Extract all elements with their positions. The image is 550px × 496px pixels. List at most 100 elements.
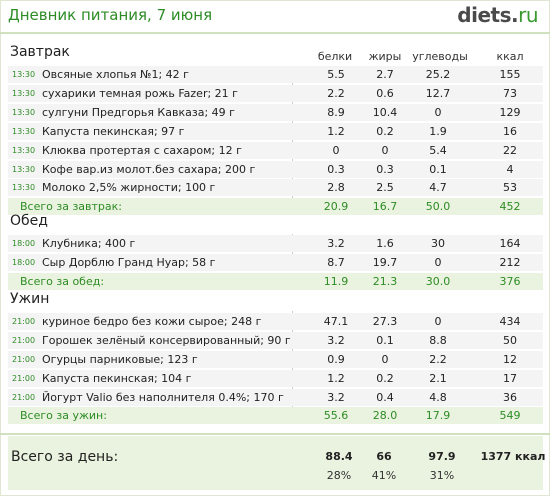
entry-time: 18:00 [12, 239, 36, 248]
food-row[interactable]: 13:30 сухарики темная рожь Fazer; 21 г 2.2… [8, 85, 543, 102]
food-row[interactable]: 13:30 Молоко 2,5% жирности; 100 г 2.8 2.5 4.… [8, 179, 543, 196]
food-row[interactable]: 21:00 Капуста пекинская; 104 г 1.2 0.2 2.1 17 [8, 370, 543, 387]
col-header-fat: жиры [368, 50, 402, 63]
food-row[interactable]: 13:30 Клюква протертая с сахаром; 12 г 0 0 5… [8, 142, 543, 159]
total-protein: 55.6 [323, 409, 349, 422]
value-fat: 1.6 [376, 237, 394, 250]
food-row[interactable]: 13:30 сулгуни Предгорья Кавказа; 49 г 8.9 1… [8, 104, 543, 121]
food-name[interactable]: сухарики темная рожь Fazer; 21 г [42, 87, 238, 100]
total-carbs: 17.9 [425, 409, 451, 422]
logo-dot: . [510, 3, 519, 27]
food-row[interactable]: 13:30 Овсяные хлопья №1; 42 г 5.5 2.7 25.2 15… [8, 66, 543, 83]
value-protein: 3.2 [327, 237, 345, 250]
col-header-protein: белки [317, 50, 353, 63]
food-row[interactable]: 21:00 куриное бедро без кожи сырое; 248 г… [8, 313, 543, 330]
food-row[interactable]: 13:30 Кофе вар.из молот.без сахара; 200 г… [8, 161, 543, 178]
value-carbs: 30 [431, 237, 445, 250]
food-row[interactable]: 13:30 Капуста пекинская; 97 г 1.2 0.2 1.9 16 [8, 123, 543, 140]
day-fat-percent: 41% [371, 469, 397, 482]
header-divider [0, 32, 550, 34]
entry-time: 13:30 [12, 165, 36, 174]
food-name[interactable]: Молоко 2,5% жирности; 100 г [42, 181, 216, 194]
site-logo[interactable]: diets.ru [457, 3, 538, 27]
entry-time: 13:30 [12, 183, 36, 192]
entry-time: 21:00 [12, 393, 36, 402]
day-carbs-percent: 31% [429, 469, 455, 482]
meal-heading: Завтрак [10, 44, 70, 60]
food-name[interactable]: Кофе вар.из молот.без сахара; 200 г [42, 163, 256, 176]
value-carbs: 5.4 [429, 144, 447, 157]
food-row[interactable]: 18:00 Сыр Дорблю Гранд Нуар; 58 г 8.7 19.7 0… [8, 254, 543, 271]
value-carbs: 0.1 [429, 163, 447, 176]
food-name[interactable]: Клюква протертая с сахаром; 12 г [42, 144, 242, 157]
value-kcal: 129 [499, 106, 521, 119]
food-name[interactable]: Огурцы парниковые; 123 г [42, 353, 198, 366]
value-protein: 3.2 [327, 334, 345, 347]
value-kcal: 17 [503, 372, 517, 385]
day-total: Всего за день: 88.4 66 97.9 1377 ккал 28… [8, 436, 545, 490]
value-protein: 1.2 [327, 125, 345, 138]
food-row[interactable]: 21:00 Огурцы парниковые; 123 г 0.9 0 2.2 12 [8, 351, 543, 368]
value-fat: 0 [381, 353, 389, 366]
value-carbs: 0 [434, 315, 442, 328]
value-kcal: 53 [503, 181, 517, 194]
value-carbs: 25.2 [425, 68, 451, 81]
meal-total-label: Всего за завтрак: [20, 200, 123, 213]
total-carbs: 50.0 [425, 200, 451, 213]
food-name[interactable]: куриное бедро без кожи сырое; 248 г [42, 315, 262, 328]
value-fat: 0.1 [376, 334, 394, 347]
day-total-label: Всего за день: [11, 449, 119, 465]
value-kcal: 155 [499, 68, 521, 81]
page-title: Дневник питания, 7 июня [8, 6, 213, 24]
food-name[interactable]: сулгуни Предгорья Кавказа; 49 г [42, 106, 235, 119]
total-kcal: 452 [499, 200, 521, 213]
value-kcal: 4 [506, 163, 514, 176]
value-carbs: 8.8 [429, 334, 447, 347]
value-carbs: 12.7 [425, 87, 451, 100]
food-name[interactable]: Капуста пекинская; 104 г [42, 372, 192, 385]
food-name[interactable]: Овсяные хлопья №1; 42 г [42, 68, 189, 81]
total-kcal: 376 [499, 275, 521, 288]
food-name[interactable]: Горошек зелёный консервированный; 90 г [42, 334, 291, 347]
entry-time: 13:30 [12, 127, 36, 136]
entry-time: 21:00 [12, 374, 36, 383]
total-carbs: 30.0 [425, 275, 451, 288]
food-name[interactable]: Клубника; 400 г [42, 237, 136, 250]
value-kcal: 212 [499, 256, 521, 269]
entry-time: 13:30 [12, 108, 36, 117]
value-kcal: 16 [503, 125, 517, 138]
value-fat: 27.3 [372, 315, 398, 328]
food-row[interactable]: 21:00 Йогурт Valio без наполнителя 0.4%; … [8, 389, 543, 406]
food-name[interactable]: Капуста пекинская; 97 г [42, 125, 185, 138]
value-protein: 0.9 [327, 353, 345, 366]
value-carbs: 1.9 [429, 125, 447, 138]
value-kcal: 12 [503, 353, 517, 366]
meal-heading: Обед [10, 213, 48, 229]
food-name[interactable]: Сыр Дорблю Гранд Нуар; 58 г [42, 256, 216, 269]
col-header-carbs: углеводы [412, 50, 468, 63]
value-fat: 2.5 [376, 181, 394, 194]
value-protein: 8.9 [327, 106, 345, 119]
value-fat: 19.7 [372, 256, 398, 269]
total-protein: 20.9 [323, 200, 349, 213]
day-carbs: 97.9 [428, 450, 456, 463]
meal-total-label: Всего за обед: [20, 275, 105, 288]
logo-main: diets [457, 3, 511, 27]
food-row[interactable]: 18:00 Клубника; 400 г 3.2 1.6 30 164 [8, 235, 543, 252]
entry-time: 21:00 [12, 336, 36, 345]
value-carbs: 2.2 [429, 353, 447, 366]
value-protein: 1.2 [327, 372, 345, 385]
meal-total-label: Всего за ужин: [20, 409, 107, 422]
value-fat: 0.3 [376, 163, 394, 176]
day-protein-percent: 28% [326, 469, 352, 482]
value-protein: 0.3 [327, 163, 345, 176]
food-row[interactable]: 21:00 Горошек зелёный консервированный; 9… [8, 332, 543, 349]
value-carbs: 2.1 [429, 372, 447, 385]
header: Дневник питания, 7 июня diets.ru [0, 0, 550, 32]
day-kcal: 1377 ккал [480, 450, 546, 463]
total-fat: 28.0 [372, 409, 398, 422]
food-name[interactable]: Йогурт Valio без наполнителя 0.4%; 170 г [42, 391, 284, 404]
meal-heading: Ужин [10, 291, 50, 307]
value-fat: 0.4 [376, 391, 394, 404]
entry-time: 21:00 [12, 317, 36, 326]
